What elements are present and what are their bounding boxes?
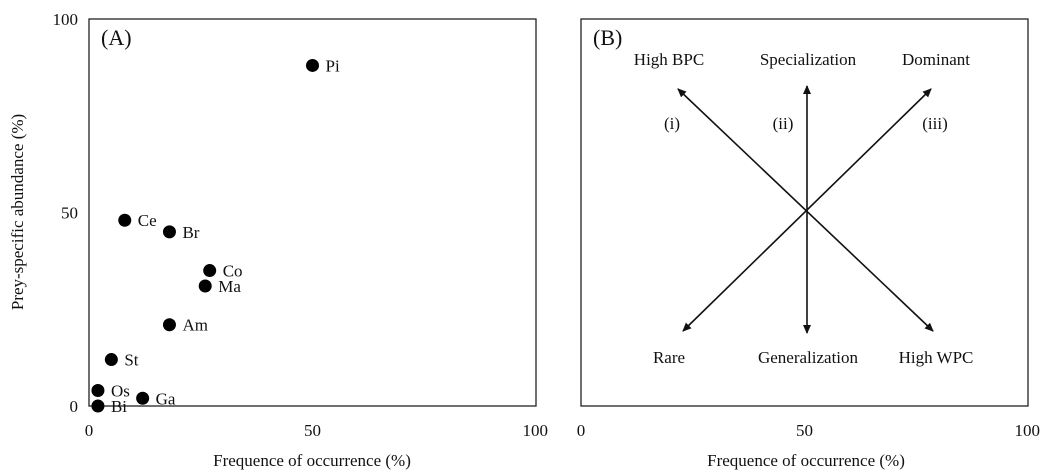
data-point-os	[91, 384, 105, 398]
label-high-bpc: High BPC	[634, 50, 704, 69]
label-i: (i)	[664, 114, 680, 133]
data-point-ce	[118, 213, 132, 227]
label-rare: Rare	[653, 348, 685, 367]
panel-a-x-tick-label: 50	[304, 421, 321, 440]
label-ii: (ii)	[773, 114, 794, 133]
data-point-label-co: Co	[223, 262, 243, 281]
panel-b-x-tick-label: 50	[796, 421, 813, 440]
label-iii: (iii)	[922, 114, 948, 133]
data-point-bi	[91, 399, 105, 413]
data-point-label-am: Am	[182, 316, 208, 335]
arrow-dominant-rare	[682, 88, 932, 332]
label-high-wpc: High WPC	[899, 348, 974, 367]
data-point-label-bi: Bi	[111, 397, 127, 416]
panel-b-x-tick-label: 0	[577, 421, 586, 440]
panel-a-axes: 0 50 100 0 50 100	[53, 10, 549, 440]
label-generalization: Generalization	[758, 348, 859, 367]
data-point-co	[203, 264, 217, 278]
panel-a-x-tick-label: 100	[523, 421, 549, 440]
panel-a-x-tick-label: 0	[85, 421, 94, 440]
panel-b: (B) 0 50 100 Frequence of occurrence (%) H…	[577, 18, 1040, 470]
data-point-br	[162, 225, 176, 239]
panel-a-y-tick-label: 50	[61, 204, 78, 223]
panel-a-y-axis-label: Prey-specific abundance (%)	[8, 114, 27, 310]
panel-b-x-tick-label: 100	[1015, 421, 1041, 440]
data-point-label-ga: Ga	[156, 389, 176, 408]
label-specialization: Specialization	[760, 50, 857, 69]
data-point-pi	[306, 58, 319, 72]
data-point-label-ma: Ma	[218, 277, 241, 296]
panel-a-frame	[88, 18, 537, 407]
data-point-st	[104, 353, 118, 367]
data-point-label-ce: Ce	[138, 211, 157, 230]
panel-a: (A) 0 50 100 0 50 100 Frequence of occurrence…	[8, 10, 548, 470]
panel-b-tag: (B)	[593, 25, 622, 50]
data-point-am	[162, 318, 176, 332]
arrow-high-bpc-rare	[680, 91, 684, 329]
panel-a-tag: (A)	[101, 25, 132, 50]
panel-a-x-axis-label: Frequence of occurrence (%)	[213, 451, 411, 470]
panel-b-axes: 0 50 100	[577, 421, 1040, 440]
data-point-label-os: Os	[111, 382, 130, 401]
data-point-ma	[198, 279, 212, 293]
data-point-label-st: St	[124, 351, 138, 370]
panel-b-frame	[580, 18, 1029, 407]
panel-a-y-tick-label: 100	[53, 10, 79, 29]
data-point-ga	[136, 391, 150, 405]
data-point-label-pi: Pi	[326, 56, 340, 75]
panel-a-y-tick-label: 0	[70, 397, 79, 416]
label-dominant: Dominant	[902, 50, 970, 69]
panel-b-x-axis-label: Frequence of occurrence (%)	[707, 451, 905, 470]
data-point-label-br: Br	[182, 223, 199, 242]
